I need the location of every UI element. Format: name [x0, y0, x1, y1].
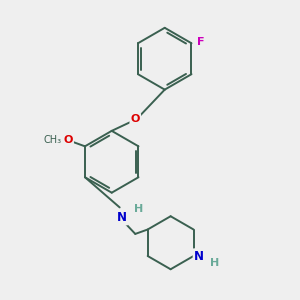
Text: O: O: [64, 135, 73, 146]
Text: H: H: [134, 204, 143, 214]
Text: N: N: [194, 250, 204, 262]
Text: CH₃: CH₃: [44, 135, 62, 146]
Text: O: O: [130, 114, 140, 124]
Text: F: F: [197, 37, 205, 47]
Text: N: N: [117, 211, 127, 224]
Text: H: H: [210, 258, 219, 268]
